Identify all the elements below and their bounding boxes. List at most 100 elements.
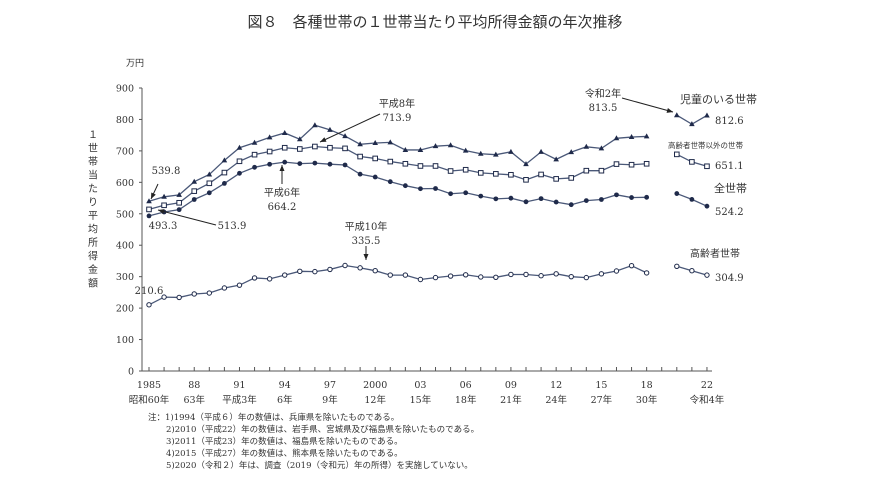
data-point <box>568 175 575 181</box>
x-tick-label: 12 <box>550 380 562 391</box>
y-axis-label-char: 世 <box>88 143 98 155</box>
data-point <box>342 145 348 152</box>
data-point <box>176 199 182 206</box>
x-tick-era-label: 21年 <box>500 394 522 406</box>
x-tick-era-label: 令和4年 <box>690 394 725 406</box>
legend-label: 高齢者世帯 <box>690 247 740 260</box>
data-point <box>236 144 243 150</box>
data-point <box>704 272 710 278</box>
y-axis-label-char: 平 <box>88 211 98 222</box>
data-point <box>447 142 454 148</box>
data-point <box>704 112 710 118</box>
data-point <box>629 195 634 200</box>
data-point <box>251 275 258 281</box>
data-point <box>327 144 333 151</box>
data-point <box>297 146 303 152</box>
annotation-label: 平成6年 <box>264 186 300 199</box>
x-tick-label: 88 <box>188 380 200 391</box>
data-point <box>432 143 439 149</box>
data-point <box>704 203 710 209</box>
data-point <box>357 265 363 271</box>
data-point <box>583 167 590 174</box>
data-point <box>478 274 484 280</box>
series-filled-triangle <box>146 112 710 204</box>
data-point <box>176 207 182 213</box>
arrowhead-icon <box>363 254 369 260</box>
series-open-square <box>146 143 710 213</box>
y-axis-label-char: 額 <box>88 277 98 290</box>
data-point <box>357 141 363 147</box>
x-tick-label: 03 <box>414 380 426 391</box>
y-axis-label-char: 当 <box>88 169 98 182</box>
x-tick-label: 15 <box>595 380 607 391</box>
annotation-label: 713.9 <box>383 113 412 124</box>
x-tick-label: 09 <box>505 380 517 391</box>
data-point <box>598 167 605 174</box>
data-point <box>312 268 318 275</box>
y-axis-label-char: 所 <box>88 237 98 249</box>
note-3: 3)2011（平成23）年の数値は、福島県を除いたものである。 <box>166 437 403 447</box>
data-point <box>477 170 484 176</box>
data-point <box>176 191 182 197</box>
data-point <box>523 199 529 205</box>
x-tick-label: 1985 <box>137 380 161 391</box>
data-point <box>266 134 273 140</box>
annotation-label: 令和2年 <box>585 87 621 100</box>
data-point <box>191 291 197 297</box>
end-value-label: 524.2 <box>715 207 744 218</box>
chart-title: 図８ 各種世帯の１世帯当たり平均所得金額の年次推移 <box>247 13 622 31</box>
data-point <box>614 192 619 198</box>
data-point <box>583 274 590 281</box>
data-point <box>643 270 650 276</box>
data-point <box>523 161 529 167</box>
y-axis-label-char: 均 <box>88 224 98 236</box>
data-point <box>297 136 303 142</box>
data-point <box>432 163 439 169</box>
data-point <box>236 282 243 288</box>
data-point <box>553 271 559 277</box>
end-value-label: 812.6 <box>715 116 744 127</box>
y-axis-label-char: り <box>88 197 98 209</box>
y-tick-label: 400 <box>116 241 134 252</box>
y-tick-label: 0 <box>128 367 134 378</box>
x-tick-label: 94 <box>279 380 291 391</box>
data-point <box>281 144 288 151</box>
data-point <box>462 166 469 173</box>
legend-label: 全世帯 <box>714 181 747 195</box>
data-point <box>628 161 635 168</box>
y-tick-label: 300 <box>116 272 134 283</box>
data-point <box>689 267 695 274</box>
annotation-label: 664.2 <box>268 202 297 213</box>
data-point <box>357 153 363 160</box>
x-tick-label: 22 <box>701 380 713 391</box>
annotation-label: 539.8 <box>152 166 181 177</box>
data-point <box>327 161 333 167</box>
annotation-arrow <box>157 209 217 226</box>
data-point <box>342 162 348 168</box>
data-point <box>191 197 197 202</box>
data-point <box>689 121 695 127</box>
data-point <box>613 161 620 167</box>
legend-label: 児童のいる世帯 <box>680 92 757 106</box>
data-point <box>689 159 695 165</box>
data-point <box>161 202 167 209</box>
data-point <box>568 202 574 208</box>
data-point <box>643 160 650 167</box>
data-point <box>704 163 710 170</box>
data-point <box>553 176 559 182</box>
data-point <box>644 194 650 200</box>
data-point <box>508 148 514 154</box>
data-point <box>417 146 424 152</box>
data-point <box>598 271 605 277</box>
x-tick-label: 97 <box>324 380 336 391</box>
data-point <box>402 272 409 278</box>
data-point <box>447 168 454 174</box>
data-point <box>599 197 604 202</box>
x-tick-era-label: 63年 <box>183 394 205 406</box>
data-point <box>493 171 499 177</box>
data-point <box>161 193 167 199</box>
series-line <box>148 124 647 202</box>
legend-label: 高齢者世帯以外の世帯 <box>668 140 743 150</box>
y-axis-label-char: 金 <box>88 263 98 276</box>
data-point <box>221 157 228 163</box>
